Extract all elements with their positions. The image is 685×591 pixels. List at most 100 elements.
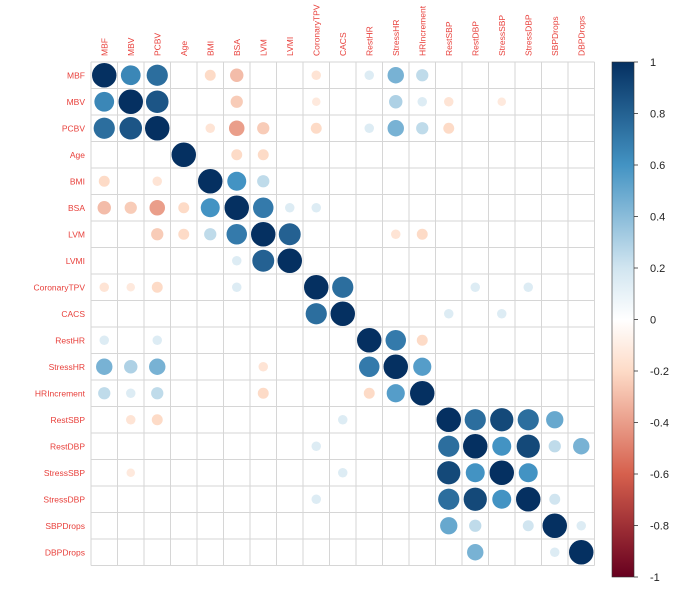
correlation-circle	[278, 223, 301, 246]
correlation-circle	[312, 97, 321, 106]
colorbar-ticks: 1 0.8 0.6 0.4 0.2 0 -0.2 -0.4 -0.6 -0.8 -1	[634, 57, 669, 584]
correlation-circle	[385, 330, 406, 351]
colorbar-tick-label: -1	[650, 572, 660, 584]
correlation-circle	[523, 282, 533, 292]
correlation-circle	[253, 197, 274, 218]
correlation-circle	[204, 69, 216, 81]
correlation-circle	[550, 547, 560, 557]
column-label: MBF	[99, 38, 109, 56]
correlation-circle	[231, 149, 243, 161]
correlation-circle	[463, 434, 488, 459]
correlation-circle	[440, 517, 458, 535]
colorbar-tick-label: -0.6	[650, 469, 669, 481]
colorbar-tick-label: 0.4	[650, 212, 665, 224]
correlation-circle	[305, 303, 327, 325]
correlation-circle	[119, 116, 143, 140]
correlation-circle	[257, 122, 270, 135]
correlation-circle	[436, 407, 461, 432]
correlation-circle	[151, 228, 164, 241]
correlation-circle	[444, 309, 454, 319]
correlation-circle	[145, 90, 169, 114]
correlation-circle	[490, 408, 514, 432]
correlation-circle	[444, 97, 454, 107]
row-label: RestDBP	[50, 441, 85, 451]
correlation-circle	[258, 362, 268, 372]
correlation-circle	[152, 335, 162, 345]
correlation-circle	[416, 334, 428, 346]
correlation-circle	[489, 460, 514, 485]
correlation-circle	[145, 116, 170, 141]
correlation-circle	[311, 203, 321, 213]
correlation-circle	[470, 282, 480, 292]
column-label: RestSBP	[444, 21, 454, 56]
correlation-circle	[200, 198, 220, 218]
correlation-circle	[198, 169, 223, 194]
correlation-circle	[285, 203, 295, 213]
correlation-circle	[492, 489, 512, 509]
column-label: BSA	[232, 39, 242, 56]
correlation-circle	[204, 228, 217, 241]
correlation-circle	[363, 387, 375, 399]
correlation-circle	[96, 358, 113, 375]
correlation-circle	[97, 201, 111, 215]
correlation-circle	[522, 520, 534, 532]
colorbar-tick-label: 0.8	[650, 109, 665, 121]
correlation-circle	[518, 463, 538, 483]
column-label: CACS	[338, 32, 348, 56]
correlation-circle	[310, 122, 322, 134]
column-label: PCBV	[152, 33, 162, 56]
correlation-circle	[332, 276, 354, 298]
row-label: DBPDrops	[45, 547, 85, 557]
correlation-circle	[151, 387, 164, 400]
row-label: MBV	[67, 97, 86, 107]
column-label: Age	[179, 41, 189, 56]
correlation-circle	[304, 275, 329, 300]
correlation-circle	[232, 282, 242, 292]
correlation-circle	[437, 461, 461, 485]
correlation-circle	[413, 357, 432, 376]
correlation-circle	[416, 69, 429, 82]
correlation-circle	[126, 415, 136, 425]
correlation-circle	[549, 493, 561, 505]
row-label: SBPDrops	[45, 521, 85, 531]
row-label: StressSBP	[44, 468, 85, 478]
correlation-circle	[492, 436, 512, 456]
correlation-circle	[311, 70, 321, 80]
row-label: BMI	[70, 176, 85, 186]
colorbar-tick-label: 0.2	[650, 263, 665, 275]
column-label: BMI	[205, 41, 215, 56]
colorbar-tick-label: -0.2	[650, 366, 669, 378]
row-label: LVM	[68, 229, 85, 239]
correlation-circle	[98, 387, 111, 400]
row-label: HRIncrement	[35, 388, 86, 398]
correlation-circles	[92, 63, 594, 565]
correlation-circle	[516, 434, 540, 458]
row-label: StressDBP	[43, 494, 85, 504]
correlation-circle	[465, 463, 485, 483]
correlation-circle	[383, 354, 408, 379]
correlation-circle	[364, 70, 374, 80]
correlation-circle	[149, 200, 165, 216]
row-label: RestSBP	[51, 415, 86, 425]
correlation-circle	[230, 95, 243, 108]
colorbar-tick-label: 1	[650, 57, 656, 69]
column-label: SBPDrops	[550, 16, 560, 56]
correlation-circle	[359, 356, 380, 377]
row-label: LVMI	[66, 256, 85, 266]
correlation-circle	[364, 123, 374, 133]
correlation-circle	[124, 201, 137, 214]
correlation-circle	[277, 248, 302, 273]
correlation-circle	[417, 97, 427, 107]
correlation-circle	[576, 521, 586, 531]
correlation-circle	[311, 494, 321, 504]
correlation-circle	[149, 358, 166, 375]
column-label: LVMI	[285, 37, 295, 56]
colorbar-tick-label: -0.8	[650, 521, 669, 533]
correlation-circle	[99, 335, 109, 345]
column-label: LVM	[258, 39, 268, 56]
correlation-circle	[416, 122, 429, 135]
correlation-circle	[151, 414, 163, 426]
correlation-circle	[338, 468, 348, 478]
correlation-circle	[229, 120, 245, 136]
correlation-circle	[232, 256, 242, 266]
